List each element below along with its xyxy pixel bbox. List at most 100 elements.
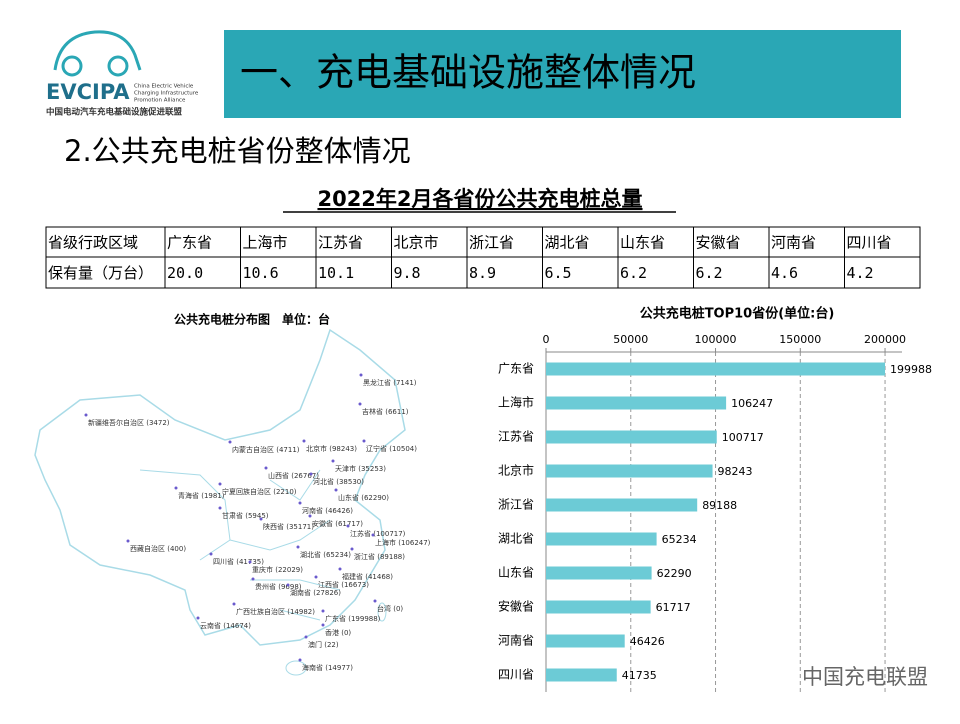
logo-english: China Electric Vehicle (134, 84, 194, 90)
map-dot (321, 623, 325, 627)
table-cell-text: 10.1 (318, 264, 354, 282)
header-title: 一、充电基础设施整体情况 (240, 51, 696, 95)
logo-chinese: 中国电动汽车充电基础设施促进联盟 (46, 107, 183, 118)
table-cell-text: 6.2 (696, 264, 723, 282)
map-dot (334, 488, 338, 492)
map-dot (304, 635, 308, 639)
table-cell-text: 省级行政区域 (48, 234, 138, 252)
value-label: 89188 (702, 499, 737, 512)
table-cell (844, 226, 921, 258)
logo-arc (53, 30, 142, 71)
table-cell-text: 上海市 (243, 234, 288, 252)
bar (546, 634, 625, 648)
map-label: 湖北省 (65234) (300, 550, 351, 559)
y-tick-label: 湖北省 (498, 531, 534, 546)
table-cell (768, 256, 845, 289)
table-cell (240, 256, 317, 289)
table-cell (466, 256, 543, 289)
map-dot (331, 459, 335, 463)
map-label: 内蒙古自治区 (4711) (232, 445, 300, 454)
value-label: 199988 (890, 363, 932, 376)
watermark: 中国充电联盟 (802, 665, 928, 689)
map-dot (264, 466, 268, 470)
x-tick-label: 200000 (864, 333, 906, 346)
map-dot (308, 514, 312, 518)
map-label: 西藏自治区 (400) (130, 544, 186, 553)
table-cell-text: 10.6 (243, 264, 279, 282)
bar (546, 464, 713, 478)
map-label: 重庆市 (22029) (252, 565, 303, 574)
table-cell-text: 9.8 (394, 264, 421, 282)
map-label: 广东省 (199988) (325, 614, 381, 623)
table-cell-text: 江苏省 (318, 234, 363, 252)
map-label: 黑龙江省 (7141) (363, 378, 417, 387)
table-cell-text: 四川省 (847, 234, 892, 252)
value-label: 98243 (718, 465, 753, 478)
table-cell-text: 6.2 (620, 264, 647, 282)
table-cell-text: 北京市 (394, 234, 439, 252)
value-label: 100717 (722, 431, 764, 444)
y-tick-label: 四川省 (498, 668, 534, 682)
table-cell-text: 广东省 (167, 234, 212, 252)
value-label: 41735 (622, 669, 657, 682)
map-label: 吉林省 (6611) (362, 407, 409, 416)
map-dot (251, 577, 255, 581)
bar (546, 668, 617, 682)
y-tick-label: 北京市 (498, 463, 534, 478)
x-tick-label: 100000 (695, 333, 737, 346)
map-label: 广西壮族自治区 (14982) (236, 607, 315, 616)
table-cell (617, 256, 694, 289)
value-label: 46426 (630, 635, 665, 648)
map-label: 台湾 (0) (377, 604, 403, 613)
bar (546, 362, 886, 376)
table-cell (164, 256, 241, 289)
map-label: 陕西省 (35171) (263, 522, 314, 531)
logo-wheel (107, 55, 129, 77)
map-outline (34, 328, 406, 646)
value-label: 61717 (656, 601, 691, 614)
value-label: 106247 (731, 397, 773, 410)
map-dot (84, 413, 88, 417)
map-dot (321, 609, 325, 613)
table-cell-text: 20.0 (167, 264, 203, 282)
table-cell (617, 226, 694, 258)
y-tick-label: 广东省 (498, 362, 534, 376)
table-cell-text: 4.2 (847, 264, 874, 282)
table-cell (45, 256, 166, 289)
map-dot (209, 552, 213, 556)
map-taiwan (377, 602, 387, 622)
y-tick-label: 安徽省 (498, 599, 534, 614)
bar (546, 498, 698, 512)
map-label: 山西省 (26767) (268, 471, 319, 480)
map-label: 安徽省 (61717) (312, 519, 363, 528)
map-dot (218, 506, 222, 510)
bar (546, 396, 727, 410)
map-dot (314, 575, 318, 579)
table-cell-text: 4.6 (771, 264, 798, 282)
value-label: 62290 (657, 567, 692, 580)
map-dot (302, 439, 306, 443)
value-label: 65234 (662, 533, 697, 546)
table-cell (45, 226, 166, 258)
map-label: 辽宁省 (10504) (366, 444, 417, 453)
map-label: 香港 (0) (325, 628, 351, 637)
map-label: 云南省 (14674) (200, 621, 251, 630)
map-dot (296, 545, 300, 549)
map-hainan (285, 660, 307, 676)
map-dot (359, 373, 363, 377)
map-dot (228, 440, 232, 444)
table-cell (693, 256, 770, 289)
table-cell-text: 浙江省 (469, 234, 514, 252)
table-cell-text: 保有量（万台） (48, 264, 153, 282)
map-label: 上海市 (106247) (375, 538, 431, 547)
x-tick-label: 0 (543, 333, 550, 346)
map-dot (373, 599, 377, 603)
logo: EVCIPA China Electric Vehicle Charging I… (46, 30, 199, 118)
map-title: 公共充电桩分布图 单位：台 (174, 312, 330, 327)
map-dot (259, 517, 263, 521)
y-tick-label: 上海市 (498, 395, 534, 410)
table-cell-text: 6.5 (545, 264, 572, 282)
table-cell (844, 256, 921, 289)
map-dot (196, 616, 200, 620)
table-cell-text: 山东省 (620, 234, 665, 252)
